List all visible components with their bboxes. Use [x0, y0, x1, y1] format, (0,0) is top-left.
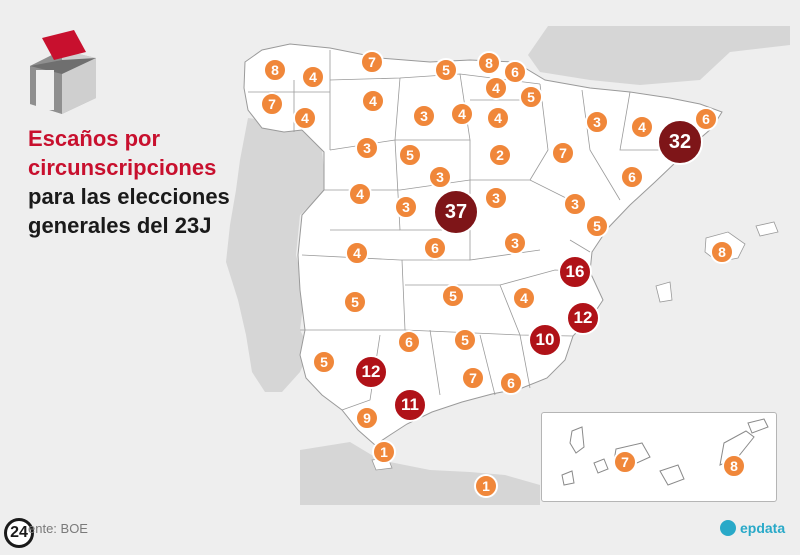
- seat-marker: 5: [453, 328, 477, 352]
- seat-marker: 6: [499, 371, 523, 395]
- seat-marker: 3: [394, 195, 418, 219]
- map-title: Escaños por circunscripciones para las e…: [28, 124, 268, 240]
- epdata-label: epdata: [740, 520, 786, 536]
- seat-marker: 4: [486, 106, 510, 130]
- seat-marker: 37: [433, 189, 479, 235]
- seat-marker: 3: [428, 165, 452, 189]
- seat-marker: 1: [372, 440, 396, 464]
- seat-marker: 5: [398, 143, 422, 167]
- seat-marker: 9: [355, 406, 379, 430]
- title-line-2: circunscripciones: [28, 155, 217, 180]
- seat-marker: 4: [293, 106, 317, 130]
- title-line-4: generales del 23J: [28, 213, 212, 238]
- portugal-shape: [226, 118, 326, 392]
- seat-marker: 5: [585, 214, 609, 238]
- seat-marker: 11: [393, 388, 427, 422]
- seat-marker: 3: [585, 110, 609, 134]
- seat-marker: 3: [563, 192, 587, 216]
- seat-marker: 12: [566, 301, 600, 335]
- title-line-3: para las elecciones: [28, 184, 230, 209]
- seat-marker: 4: [348, 182, 372, 206]
- seat-marker: 8: [722, 454, 746, 478]
- morocco-shape: [300, 442, 540, 505]
- seat-marker: 8: [710, 240, 734, 264]
- seat-marker: 5: [343, 290, 367, 314]
- seat-marker: 3: [484, 186, 508, 210]
- seat-marker: 5: [434, 58, 458, 82]
- seat-marker: 5: [519, 85, 543, 109]
- seat-marker: 7: [360, 50, 384, 74]
- seat-marker: 7: [551, 141, 575, 165]
- title-line-1: Escaños por: [28, 126, 161, 151]
- seat-marker: 4: [630, 115, 654, 139]
- seat-marker: 7: [461, 366, 485, 390]
- seat-marker: 4: [450, 102, 474, 126]
- seat-marker: 6: [503, 60, 527, 84]
- seat-marker: 6: [397, 330, 421, 354]
- ballot-box-icon: [30, 30, 96, 114]
- source-label: ente: BOE: [28, 521, 88, 536]
- spain-mainland: [243, 43, 723, 446]
- seat-marker: 8: [477, 51, 501, 75]
- france-shape: [528, 26, 790, 85]
- epdata-logo-icon: [720, 520, 736, 536]
- seat-marker: 7: [260, 92, 284, 116]
- seat-marker: 6: [620, 165, 644, 189]
- seat-marker: 3: [355, 136, 379, 160]
- seat-marker: 8: [263, 58, 287, 82]
- seat-marker: 5: [312, 350, 336, 374]
- seat-marker: 5: [441, 284, 465, 308]
- seat-marker: 10: [528, 323, 562, 357]
- seat-marker: 4: [512, 286, 536, 310]
- seat-marker: 2: [488, 143, 512, 167]
- seat-marker: 4: [301, 65, 325, 89]
- seat-marker: 3: [412, 104, 436, 128]
- 24-logo-icon: 24: [4, 518, 34, 548]
- seat-marker: 4: [345, 241, 369, 265]
- seat-marker: 4: [484, 76, 508, 100]
- seat-marker: 4: [361, 89, 385, 113]
- epdata-logo: epdata: [720, 520, 785, 536]
- seat-marker: 7: [613, 450, 637, 474]
- seat-marker: 16: [558, 255, 592, 289]
- seat-marker: 1: [474, 474, 498, 498]
- seat-marker: 3: [503, 231, 527, 255]
- seat-marker: 32: [657, 119, 703, 165]
- seat-marker: 12: [354, 355, 388, 389]
- seat-marker: 6: [423, 236, 447, 260]
- seat-marker: 6: [694, 107, 718, 131]
